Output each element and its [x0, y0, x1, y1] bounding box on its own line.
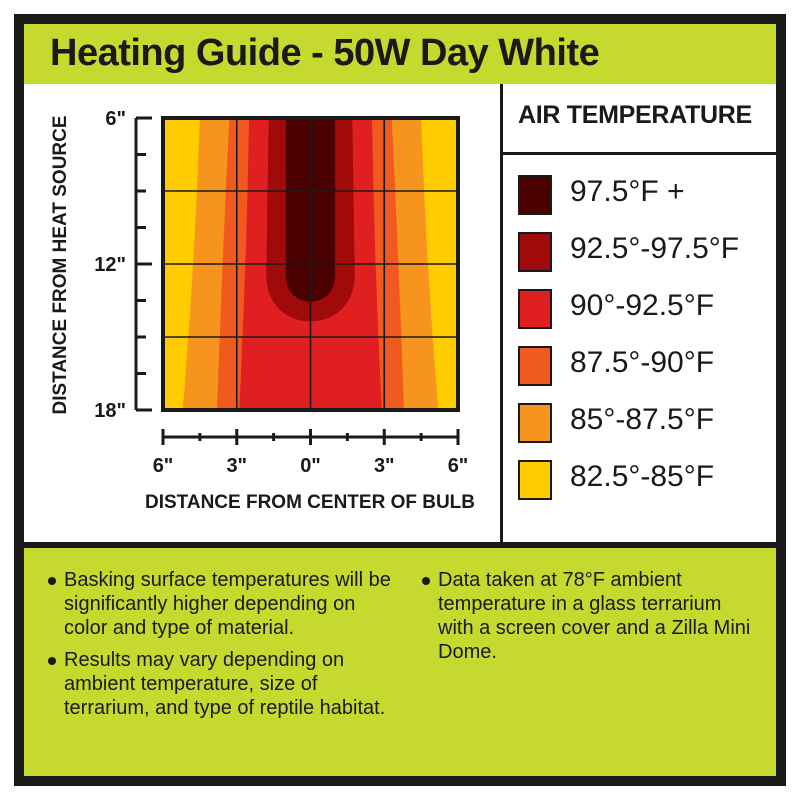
y-tick-label: 12" — [94, 254, 126, 276]
x-axis: 6" 3" 0" 3" 6" — [153, 429, 469, 477]
legend-rule — [503, 152, 776, 155]
legend-label: 90°-92.5°F — [570, 289, 715, 322]
legend-label: 85°-87.5°F — [570, 403, 715, 436]
note-item: Basking surface temperatures will be sig… — [48, 568, 403, 640]
notes-footer — [24, 548, 776, 776]
y-axis-label: DISTANCE FROM HEAT SOURCE — [50, 115, 71, 414]
legend-swatch — [518, 175, 552, 215]
x-tick-label: 3" — [226, 455, 247, 477]
plot-border — [161, 116, 460, 412]
notes-left: Basking surface temperatures will be sig… — [48, 568, 403, 728]
x-tick-label: 6" — [153, 455, 174, 477]
legend-title: AIR TEMPERATURE — [518, 101, 752, 129]
legend-label: 87.5°-90°F — [570, 346, 715, 379]
notes-right: Data taken at 78°F ambient temperature i… — [422, 568, 762, 672]
legend-swatch — [518, 346, 552, 386]
legend-swatch — [518, 232, 552, 272]
page-title: Heating Guide - 50W Day White — [50, 32, 600, 74]
legend-label: 92.5°-97.5°F — [570, 232, 740, 265]
y-axis: 6" 12" 18" — [94, 108, 152, 422]
legend-label: 82.5°-85°F — [570, 460, 715, 493]
y-tick-label: 18" — [94, 400, 126, 422]
legend-divider — [500, 84, 503, 542]
legend-swatch — [518, 403, 552, 443]
x-tick-label: 0" — [300, 455, 321, 477]
legend-swatch — [518, 460, 552, 500]
title-bar: Heating Guide - 50W Day White — [24, 24, 776, 84]
x-axis-label: DISTANCE FROM CENTER OF BULB — [145, 492, 475, 513]
heatmap-grid — [163, 118, 458, 410]
x-tick-label: 6" — [448, 455, 469, 477]
legend-swatch — [518, 289, 552, 329]
y-tick-label: 6" — [105, 108, 126, 130]
note-item: Data taken at 78°F ambient temperature i… — [422, 568, 762, 664]
legend-label: 97.5°F + — [570, 175, 685, 208]
x-tick-label: 3" — [374, 455, 395, 477]
note-item: Results may vary depending on ambient te… — [48, 648, 403, 720]
